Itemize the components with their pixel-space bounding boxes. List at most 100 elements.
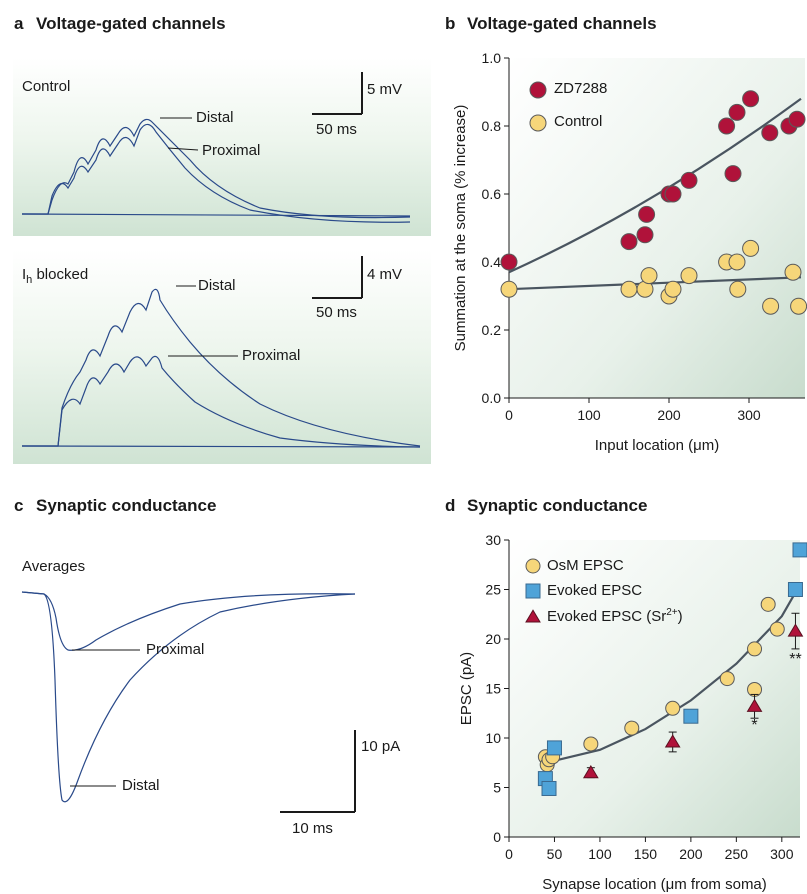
panel-a-bottom-baseline — [21, 445, 421, 448]
chart-d-legend-evoked-sr-end: ) — [677, 608, 683, 625]
chart-b: 0.0 0.2 0.4 0.6 0.8 1.0 0 100 200 300 Input locati… — [452, 50, 807, 454]
b-point-0-8 — [724, 165, 742, 183]
panel-d-title-text: Synaptic conductance — [467, 496, 648, 515]
panel-d-letter: d — [445, 496, 456, 515]
panel-a-letter: a — [14, 14, 24, 33]
b-xlabel: Input location (μm) — [595, 437, 720, 454]
b-ytick-label-4: 0.8 — [482, 118, 502, 134]
panel-a-top-scale-y-label: 5 mV — [367, 81, 403, 98]
panel-a-top-label-proximal: Proximal — [202, 142, 261, 159]
b-point-0-3 — [638, 205, 656, 223]
b-point-1-5 — [664, 280, 682, 298]
b-point-1-8 — [728, 253, 746, 271]
b-xtick-label-0: 0 — [505, 407, 513, 423]
panel-c-title: c Synaptic conductance — [14, 496, 216, 516]
b-legend-marker-1 — [529, 114, 547, 132]
d-xtick-label-0: 0 — [505, 846, 513, 862]
b-point-0-0 — [500, 253, 518, 271]
panel-a-top-label-line-proximal — [167, 147, 199, 151]
panel-d-title: d Synaptic conductance — [445, 496, 647, 516]
b-point-0-13 — [788, 110, 806, 128]
d-point-1-4 — [787, 582, 803, 597]
d-point-0-7 — [719, 671, 735, 687]
d-point-2-2 — [746, 698, 763, 712]
panel-a-top-condition: Control — [22, 78, 71, 95]
panel-b-title: b Voltage-gated channels — [445, 14, 657, 34]
chart-b-legend-zd7288: ZD7288 — [554, 80, 608, 97]
b-point-0-10 — [742, 90, 760, 108]
d-ytick-label-1: 5 — [493, 780, 501, 796]
panel-c-label-distal: Distal — [122, 777, 160, 794]
d-ytick-label-0: 0 — [493, 829, 501, 845]
d-ytick-label-2: 10 — [485, 730, 501, 746]
b-point-1-1 — [620, 280, 638, 298]
panel-a-top-label-distal: Distal — [196, 109, 234, 126]
panel-c-label-proximal: Proximal — [146, 641, 205, 658]
panel-a-bottom-label-distal: Distal — [198, 277, 236, 294]
d-xlabel: Synapse location (μm from soma) — [542, 876, 767, 893]
b-point-0-9 — [728, 103, 746, 121]
b-point-1-0 — [500, 280, 518, 298]
d-ytick-label-6: 30 — [485, 532, 501, 548]
d-legend-marker-2 — [525, 609, 541, 623]
panel-a-bottom-trace-proximal — [22, 355, 421, 448]
b-point-1-3 — [640, 267, 658, 285]
d-point-1-3 — [683, 708, 699, 724]
chart-d-legend-evoked-sr-main: Evoked EPSC (Sr — [547, 608, 667, 625]
d-point-0-5 — [624, 720, 640, 736]
panel-a-top-trace-proximal — [22, 123, 411, 223]
panel-a-title: a Voltage-gated channels — [14, 14, 226, 34]
panel-c-title-text: Synaptic conductance — [36, 496, 217, 515]
panel-a-top-trace-distal — [22, 118, 411, 219]
b-legend-marker-0 — [529, 81, 547, 99]
b-plot-area — [509, 58, 805, 398]
b-point-1-6 — [680, 267, 698, 285]
chart-d-legend-evoked-sr: Evoked EPSC (Sr2+) — [547, 607, 683, 625]
panel-c-letter: c — [14, 496, 24, 515]
b-point-0-11 — [761, 124, 779, 142]
d-ytick-label-4: 20 — [485, 631, 501, 647]
b-point-1-9 — [729, 280, 747, 298]
d-point-1-2 — [546, 740, 562, 756]
d-ytick-label-3: 15 — [485, 681, 501, 697]
panel-a-bottom-scale-y-label: 4 mV — [367, 266, 403, 283]
d-xtick-label-3: 150 — [634, 846, 658, 862]
d-point-0-11 — [769, 621, 785, 637]
b-point-0-7 — [718, 117, 736, 135]
d-point-1-5 — [792, 542, 807, 558]
chart-b-legend-control: Control — [554, 113, 603, 130]
panel-c-trace-proximal — [21, 591, 356, 651]
b-fit-0 — [508, 97, 802, 274]
chart-d-legend-evoked: Evoked EPSC — [547, 582, 643, 599]
panel-a-top-baseline — [21, 213, 411, 217]
d-point-2-3 — [787, 623, 804, 637]
b-point-0-2 — [636, 226, 654, 244]
b-point-1-10 — [742, 239, 760, 257]
panel-a-bottom-condition-main: I — [22, 266, 27, 283]
chart-d-legend-evoked-sr-sup: 2+ — [666, 607, 678, 618]
d-point-0-10 — [760, 596, 776, 612]
b-xtick-label-1: 100 — [577, 407, 601, 423]
b-point-1-11 — [762, 297, 780, 315]
d-ylabel: EPSC (pA) — [458, 652, 475, 725]
b-ylabel: Summation at the soma (% increase) — [452, 105, 469, 352]
chart-d-legend-osm: OsM EPSC — [547, 557, 624, 574]
panel-b-letter: b — [445, 14, 456, 33]
b-ytick-label-5: 1.0 — [482, 50, 502, 66]
panel-a-bottom-trace-distal — [22, 288, 421, 447]
d-legend-marker-0 — [525, 558, 541, 574]
b-point-1-12 — [784, 263, 802, 281]
b-xtick-label-2: 200 — [657, 407, 681, 423]
d-point-0-6 — [665, 700, 681, 716]
d-fit-0 — [549, 584, 801, 763]
d-annotation-0: * — [751, 717, 757, 734]
panel-c-trace-distal — [21, 591, 356, 803]
panel-c-traces — [21, 591, 356, 813]
panel-a-top-scale-x-label: 50 ms — [316, 121, 357, 138]
b-xtick-label-3: 300 — [737, 407, 761, 423]
d-xtick-label-2: 100 — [588, 846, 612, 862]
b-point-0-1 — [620, 233, 638, 251]
d-legend-marker-1 — [525, 583, 541, 599]
